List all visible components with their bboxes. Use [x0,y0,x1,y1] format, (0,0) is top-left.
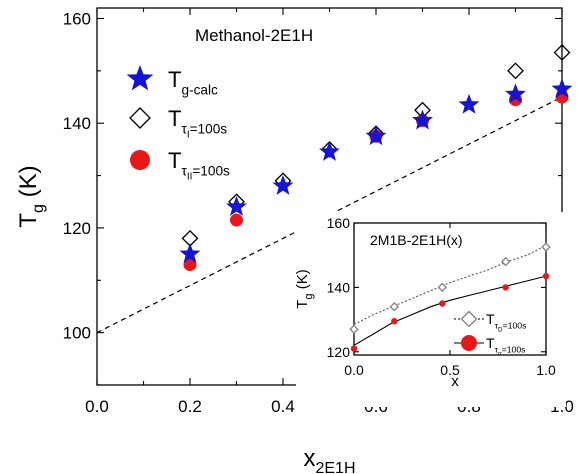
y-tick-label: 140 [63,114,91,133]
inset-legend-label-tail: =100s [502,345,527,355]
inset-data-point-circle [350,345,358,352]
legend-label-tail: =100s [190,121,228,136]
inset-legend-label-base: T [486,335,495,351]
y-axis-label: Tg (K) [15,165,47,227]
data-point-star [551,78,573,99]
y-tick-label: 100 [63,324,91,343]
inset-y-tick-label: 160 [327,215,351,231]
inset-x-tick-label: 0.0 [344,362,364,378]
legend-label: TτII=100s [168,148,230,183]
x-axis-label: x2E1H [303,445,355,474]
data-point-star [458,93,480,114]
inset-legend-label-subsub: α [498,350,502,357]
legend-label-tail: =100s [192,163,230,178]
data-point-diamond-open [321,140,338,158]
data-point-diamond-open [507,62,524,80]
data-point-star [272,175,294,195]
data-point-star [179,243,201,263]
inset-data-point-diamond-open [500,256,511,267]
legend-label-sub: g-calc [181,82,218,97]
legend-label-base: T [168,67,181,92]
inset-legend-label-sub: τ [495,345,499,355]
y-tick-label: 160 [63,9,91,28]
legend-label: Tg-calc [168,67,218,97]
legend-marker-diamond-open [129,107,151,129]
main-plot: 0.00.20.40.60.81.0100120140160x2E1HTg (K… [15,7,574,474]
data-point-star [412,109,433,130]
inset-data-point-circle [542,272,550,280]
legend-label-sub: τ [181,163,187,178]
inset-data-point-diamond-open [541,242,551,252]
x-axis-label-sub: 2E1H [315,460,355,474]
data-point-star [365,125,387,146]
legend-label-sub: τ [181,121,187,136]
x-tick-label: 0.2 [178,397,202,416]
data-point-diamond-open [367,125,385,143]
data-point-star [226,195,247,216]
inset-title: 2M1B-2E1H(x) [370,232,463,248]
inset-curve-diamond-open [353,245,547,325]
legend-marker-circle [130,150,150,170]
inset-curve-circle [353,275,547,346]
inset-y-axis-label-sub: g [303,293,315,299]
inset-legend-label-subsub: D [498,326,503,333]
y-tick-label: 120 [63,219,91,238]
inset-data-point-circle [439,300,446,307]
inset-data-point-diamond-open [437,282,448,293]
inset-data-point-circle [391,317,398,325]
inset-background [296,212,566,407]
inset-legend-marker-circle [461,335,477,351]
chart-title: Methanol-2E1H [195,26,313,45]
inset-legend-label: TτD=100s [486,311,527,333]
inset-data-point-circle [502,284,509,291]
data-point-circle [183,258,197,272]
legend-label-base: T [168,106,181,131]
legend-label-subsub: I [187,130,190,141]
inset-y-axis-label: Tg (K) [294,269,315,308]
inset-x-tick-label: 1.0 [536,362,556,378]
dashed-reference-line [96,96,563,334]
inset-legend-label-tail: =100s [503,321,528,331]
y-axis-label-sub: g [30,204,47,213]
y-axis-label-suffix: (K) [15,165,42,204]
legend-label-base: T [168,148,181,173]
x-tick-label: 0.0 [85,397,109,416]
inset-y-tick-label: 120 [327,344,351,360]
legend-marker-star [126,65,154,91]
inset-y-axis-label-base: T [294,300,311,309]
x-axis-label-base: x [303,445,315,472]
inset-x-tick-label: 0.5 [440,362,460,378]
x-tick-label: 0.4 [271,397,295,416]
inset-y-axis-label-suffix: (K) [294,269,311,293]
inset-y-tick-label: 140 [327,279,351,295]
data-point-circle [230,213,243,227]
data-point-diamond-open [553,44,571,61]
inset-x-axis-label: x [451,373,459,390]
legend-label-subsub: II [187,172,193,183]
inset-data-point-diamond-open [349,324,359,334]
inset-data-point-diamond-open [389,301,400,312]
legend-label: TτI=100s [168,106,227,141]
inset-legend-label-base: T [486,311,495,327]
inset-legend-marker-diamond-open [460,310,478,328]
inset-legend-label: Tτα=100s [486,335,526,357]
data-point-star [319,140,340,161]
y-axis-label-base: T [15,213,42,228]
data-point-star [505,83,526,104]
inset-legend-label-sub: τ [495,321,499,331]
